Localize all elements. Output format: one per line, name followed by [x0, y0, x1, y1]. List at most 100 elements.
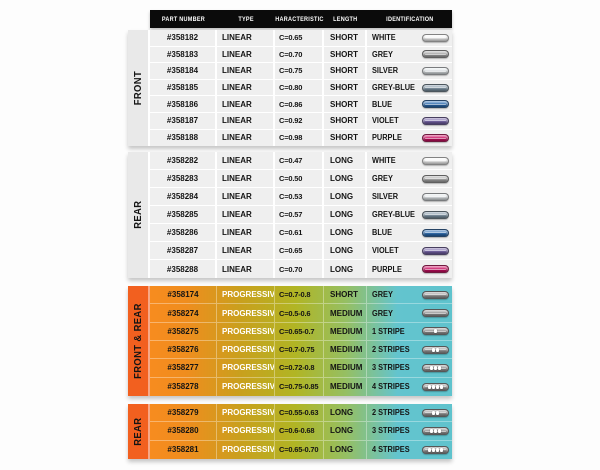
- type-cell: LINEAR: [217, 112, 275, 130]
- capsule-stripe: [438, 365, 441, 370]
- spring-capsule-icon: [422, 426, 449, 435]
- capsule-stripe: [434, 428, 437, 433]
- identification-cell: 3 STRIPES: [367, 359, 452, 378]
- characteristics-cell: C=0.6-0.68: [275, 422, 324, 441]
- identification-cell: SILVER: [367, 63, 452, 80]
- characteristics-cell: C=0.47: [275, 152, 324, 171]
- characteristics-cell: C=0.86: [275, 96, 324, 113]
- type-cell: LINEAR: [217, 96, 275, 113]
- characteristics-cell: C=0.65-0.70: [275, 440, 324, 459]
- identification-label: 3 STRIPES: [372, 426, 410, 436]
- identification-label: WHITE: [372, 156, 396, 166]
- length-cell: MEDIUM: [324, 359, 367, 378]
- table-row: #358183 LINEAR C=0.70 SHORT GREY: [150, 46, 452, 64]
- identification-label: GREY: [372, 308, 393, 318]
- capsule-stripe: [430, 365, 433, 370]
- table-row: #358187 LINEAR C=0.92 SHORT VIOLET: [150, 112, 452, 130]
- length-cell: LONG: [324, 422, 367, 441]
- length-cell: SHORT: [324, 96, 367, 113]
- capsule-stripe: [432, 410, 435, 415]
- column-header-label: CHARACTERISTICS: [275, 15, 324, 23]
- part-number-cell: #358284: [150, 188, 217, 207]
- length-cell: MEDIUM: [324, 322, 367, 342]
- table-row: #358279 PROGRESSIVE C=0.55-0.63 LONG 2 STRIP…: [150, 403, 452, 423]
- type-cell: LINEAR: [217, 188, 275, 207]
- part-number-cell: #358184: [150, 63, 217, 80]
- table-row: #358184 LINEAR C=0.75 SHORT SILVER: [150, 63, 452, 80]
- spring-capsule-icon: [422, 382, 449, 391]
- capsule-stripe: [440, 447, 443, 452]
- type-cell: LINEAR: [217, 129, 275, 147]
- characteristics-cell: C=0.7-0.75: [275, 341, 324, 360]
- section-label-text: FRONT & REAR: [132, 303, 144, 379]
- length-cell: LONG: [324, 224, 367, 243]
- identification-label: GREY: [372, 174, 393, 184]
- capsule-stripe: [432, 347, 435, 352]
- type-cell: PROGRESSIVE: [217, 422, 275, 441]
- characteristics-cell: C=0.72-0.8: [275, 359, 324, 378]
- spring-capsule-icon: [422, 345, 449, 354]
- characteristics-cell: C=0.50: [275, 170, 324, 189]
- table-row: #358188 LINEAR C=0.98 SHORT PURPLE: [150, 129, 452, 147]
- section-rows: #358282 LINEAR C=0.47 LONG WHITE #358283 LINEA…: [150, 152, 452, 279]
- length-cell: SHORT: [324, 286, 367, 305]
- identification-label: BLUE: [372, 228, 393, 238]
- identification-label: 2 STRIPES: [372, 408, 410, 418]
- type-cell: PROGRESSIVE: [217, 286, 275, 305]
- section-rows: #358182 LINEAR C=0.65 SHORT WHITE #358183 LINE…: [150, 30, 452, 147]
- identification-label: SILVER: [372, 192, 399, 202]
- identification-label: 2 STRIPES: [372, 345, 410, 355]
- identification-cell: SILVER: [367, 188, 452, 207]
- capsule-stripe: [428, 384, 431, 389]
- type-cell: LINEAR: [217, 152, 275, 171]
- part-number-cell: #358188: [150, 129, 217, 147]
- length-cell: SHORT: [324, 46, 367, 64]
- column-header-char: CHARACTERISTICS: [275, 10, 324, 28]
- identification-cell: WHITE: [367, 152, 452, 171]
- characteristics-cell: C=0.92: [275, 112, 324, 130]
- length-cell: LONG: [324, 403, 367, 423]
- capsule-stripe: [428, 447, 431, 452]
- table-row: #358276 PROGRESSIVE C=0.7-0.75 MEDIUM 2 STRI…: [150, 341, 452, 360]
- length-cell: LONG: [324, 152, 367, 171]
- table-row: #358281 PROGRESSIVE C=0.65-0.70 LONG 4 STRIP…: [150, 440, 452, 459]
- capsule-stripe: [436, 447, 439, 452]
- section-label: FRONT & REAR: [128, 286, 150, 396]
- capsule-stripe: [434, 329, 437, 334]
- length-cell: MEDIUM: [324, 341, 367, 360]
- length-cell: LONG: [324, 260, 367, 279]
- length-cell: LONG: [324, 170, 367, 189]
- table-row: #358185 LINEAR C=0.80 SHORT GREY-BLUE: [150, 79, 452, 97]
- spring-capsule-icon: [422, 100, 449, 109]
- part-number-cell: #358276: [150, 341, 217, 360]
- section-label-text: REAR: [132, 201, 144, 230]
- type-cell: PROGRESSIVE: [217, 359, 275, 378]
- capsule-stripe: [438, 428, 441, 433]
- part-number-cell: #358187: [150, 112, 217, 130]
- identification-label: 4 STRIPES: [372, 382, 410, 392]
- section-rear-3: REAR #358279 PROGRESSIVE C=0.55-0.63 LONG 2 S…: [128, 403, 452, 459]
- table-header: PART NUMBER TYPE CHARACTERISTICS LENGTH IDEN…: [150, 10, 452, 28]
- column-header-len: LENGTH: [324, 10, 367, 28]
- type-cell: PROGRESSIVE: [217, 403, 275, 423]
- identification-label: 1 STRIPE: [372, 326, 405, 336]
- type-cell: LINEAR: [217, 224, 275, 243]
- identification-cell: WHITE: [367, 30, 452, 47]
- identification-label: PURPLE: [372, 264, 402, 274]
- table-row: #358186 LINEAR C=0.86 SHORT BLUE: [150, 96, 452, 113]
- table-row: #358278 PROGRESSIVE C=0.75-0.85 MEDIUM 4 STR…: [150, 377, 452, 396]
- spring-capsule-icon: [422, 116, 449, 125]
- length-cell: SHORT: [324, 112, 367, 130]
- identification-cell: PURPLE: [367, 129, 452, 147]
- identification-label: 3 STRIPES: [372, 363, 410, 373]
- capsule-stripe: [436, 384, 439, 389]
- spring-capsule-icon: [422, 290, 449, 299]
- part-number-cell: #358285: [150, 206, 217, 225]
- type-cell: PROGRESSIVE: [217, 322, 275, 342]
- length-cell: MEDIUM: [324, 304, 367, 323]
- identification-cell: VIOLET: [367, 112, 452, 130]
- spring-capsule-icon: [422, 408, 449, 417]
- table-row: #358274 PROGRESSIVE C=0.5-0.6 MEDIUM GREY: [150, 304, 452, 323]
- identification-label: GREY-BLUE: [372, 210, 415, 220]
